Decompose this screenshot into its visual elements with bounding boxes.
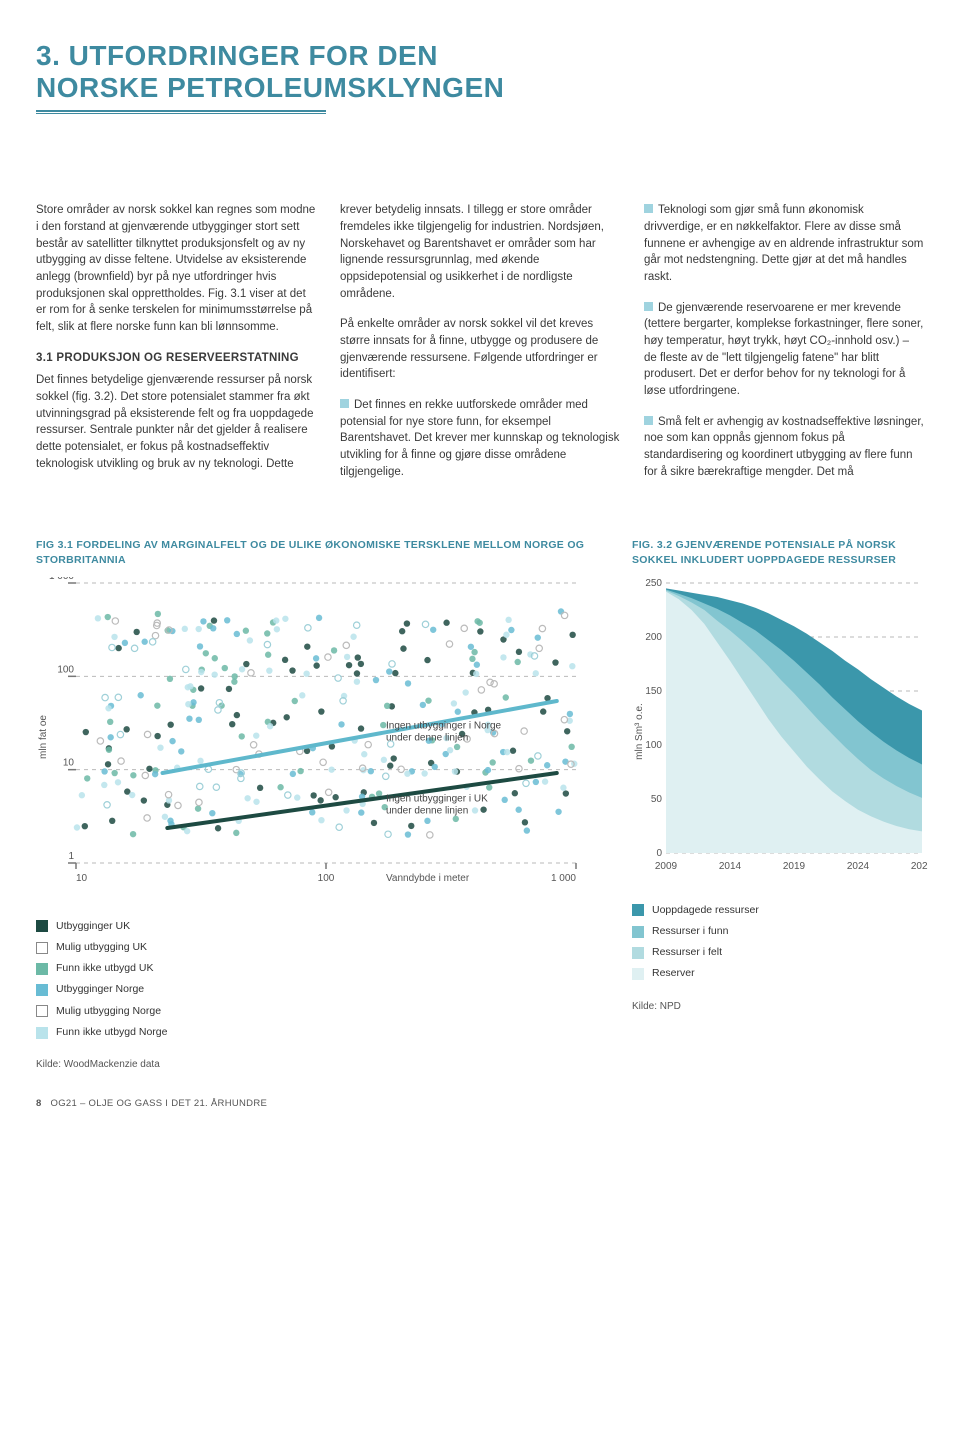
svg-text:1 000: 1 000 xyxy=(551,873,576,884)
fig31-legend: Utbygginger UK Mulig utbygging UK Funn ikk… xyxy=(36,919,592,1040)
body-columns: Store områder av norsk sokkel kan regnes… xyxy=(36,202,924,494)
footer-text: OG21 – OLJE OG GASS I DET 21. ÅRHUNDRE xyxy=(51,1098,268,1109)
legend-item: Ressurser i funn xyxy=(632,924,928,939)
svg-text:Ingen utbygginger i Norge: Ingen utbygginger i Norge xyxy=(386,720,502,731)
bullet: De gjenværende reservoarene er mer kreve… xyxy=(644,300,924,400)
column-3: Teknologi som gjør små funn økonomisk dr… xyxy=(644,202,924,494)
svg-text:Ingen utbygginger i UK: Ingen utbygginger i UK xyxy=(386,793,488,804)
svg-text:2019: 2019 xyxy=(783,861,806,872)
bullet: Det finnes en rekke uutforskede områder … xyxy=(340,397,620,480)
para: Store områder av norsk sokkel kan regnes… xyxy=(36,202,316,335)
bullet: Små felt er avhengig av kostnadseffektiv… xyxy=(644,414,924,481)
legend-item: Funn ikke utbygd UK xyxy=(36,961,592,976)
area-chart: 250 200 150 100 50 0 2009 2014 2019 2024 2029 mln S… xyxy=(632,577,928,877)
scatter-chart: 1 000100101101001 000Vanndybde i meterml… xyxy=(36,577,592,897)
para: krever betydelig innsats. I tillegg er s… xyxy=(340,202,620,302)
legend-item: Mulig utbygging UK xyxy=(36,940,592,955)
svg-text:150: 150 xyxy=(645,686,662,697)
fig-title: FIG 3.1 FORDELING AV MARGINALFELT OG DE … xyxy=(36,538,592,566)
legend-item: Reserver xyxy=(632,966,928,981)
svg-text:0: 0 xyxy=(656,848,662,859)
svg-text:2014: 2014 xyxy=(719,861,742,872)
svg-text:2029: 2029 xyxy=(911,861,928,872)
title-rule xyxy=(36,110,326,114)
svg-text:100: 100 xyxy=(645,740,662,751)
fig-3-2: FIG. 3.2 GJENVÆRENDE POTENSIALE PÅ NORSK… xyxy=(632,538,928,1014)
svg-text:mln fat oe: mln fat oe xyxy=(38,714,49,758)
legend-item: Utbygginger UK xyxy=(36,919,592,934)
svg-text:100: 100 xyxy=(57,664,74,675)
svg-text:50: 50 xyxy=(651,794,663,805)
svg-text:10: 10 xyxy=(63,757,75,768)
svg-text:100: 100 xyxy=(318,873,335,884)
legend-item: Funn ikke utbygd Norge xyxy=(36,1025,592,1040)
para: På enkelte områder av norsk sokkel vil d… xyxy=(340,316,620,383)
svg-text:Vanndybde i meter: Vanndybde i meter xyxy=(386,873,470,884)
fig-3-1: FIG 3.1 FORDELING AV MARGINALFELT OG DE … xyxy=(36,538,592,1072)
svg-text:1 000: 1 000 xyxy=(49,577,74,582)
svg-text:200: 200 xyxy=(645,632,662,643)
fig32-legend: Uoppdagede ressurser Ressurser i funn Ress… xyxy=(632,903,928,982)
svg-text:mln Sm³ o.e.: mln Sm³ o.e. xyxy=(634,703,645,760)
fig31-source: Kilde: WoodMackenzie data xyxy=(36,1058,592,1073)
subhead: 3.1 PRODUKSJON OG RESERVEERSTATNING xyxy=(36,350,316,367)
svg-text:10: 10 xyxy=(76,873,88,884)
svg-text:under denne linjen: under denne linjen xyxy=(386,805,468,816)
page-number: 8 xyxy=(36,1098,42,1109)
column-2: krever betydelig innsats. I tillegg er s… xyxy=(340,202,620,494)
legend-item: Utbygginger Norge xyxy=(36,982,592,997)
fig-title: FIG. 3.2 GJENVÆRENDE POTENSIALE PÅ NORSK… xyxy=(632,538,928,566)
legend-item: Ressurser i felt xyxy=(632,945,928,960)
para: Det finnes betydelige gjenværende ressur… xyxy=(36,372,316,472)
svg-text:2024: 2024 xyxy=(847,861,870,872)
svg-text:1: 1 xyxy=(68,851,74,862)
legend-item: Uoppdagede ressurser xyxy=(632,903,928,918)
svg-text:250: 250 xyxy=(645,578,662,589)
bullet: Teknologi som gjør små funn økonomisk dr… xyxy=(644,202,924,285)
svg-text:2009: 2009 xyxy=(655,861,678,872)
page-footer: 8 OG21 – OLJE OG GASS I DET 21. ÅRHUNDRE xyxy=(36,1097,924,1111)
page-title: 3. UTFORDRINGER FOR DEN NORSKE PETROLEUM… xyxy=(36,40,924,104)
figures-row: FIG 3.1 FORDELING AV MARGINALFELT OG DE … xyxy=(36,538,924,1072)
column-1: Store områder av norsk sokkel kan regnes… xyxy=(36,202,316,494)
fig32-source: Kilde: NPD xyxy=(632,1000,928,1015)
legend-item: Mulig utbygging Norge xyxy=(36,1004,592,1019)
svg-text:under denne linjen: under denne linjen xyxy=(386,732,468,743)
